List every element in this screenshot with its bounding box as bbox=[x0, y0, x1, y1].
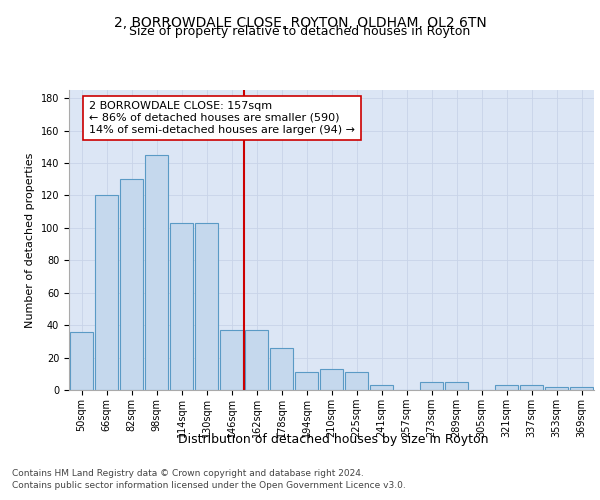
Bar bbox=[269, 348, 293, 390]
Bar bbox=[569, 387, 593, 390]
Text: 2 BORROWDALE CLOSE: 157sqm
← 86% of detached houses are smaller (590)
14% of sem: 2 BORROWDALE CLOSE: 157sqm ← 86% of deta… bbox=[89, 102, 355, 134]
Bar bbox=[295, 372, 319, 390]
Bar bbox=[95, 196, 118, 390]
Bar bbox=[145, 155, 169, 390]
Bar bbox=[545, 387, 568, 390]
Text: Contains public sector information licensed under the Open Government Licence v3: Contains public sector information licen… bbox=[12, 481, 406, 490]
Bar bbox=[245, 330, 268, 390]
Bar bbox=[119, 179, 143, 390]
Bar bbox=[344, 372, 368, 390]
Bar bbox=[419, 382, 443, 390]
Text: Size of property relative to detached houses in Royton: Size of property relative to detached ho… bbox=[130, 25, 470, 38]
Bar bbox=[445, 382, 469, 390]
Bar bbox=[494, 385, 518, 390]
Bar bbox=[170, 223, 193, 390]
Bar bbox=[520, 385, 544, 390]
Text: Distribution of detached houses by size in Royton: Distribution of detached houses by size … bbox=[178, 432, 488, 446]
Text: Contains HM Land Registry data © Crown copyright and database right 2024.: Contains HM Land Registry data © Crown c… bbox=[12, 468, 364, 477]
Bar bbox=[70, 332, 94, 390]
Y-axis label: Number of detached properties: Number of detached properties bbox=[25, 152, 35, 328]
Text: 2, BORROWDALE CLOSE, ROYTON, OLDHAM, OL2 6TN: 2, BORROWDALE CLOSE, ROYTON, OLDHAM, OL2… bbox=[113, 16, 487, 30]
Bar bbox=[220, 330, 244, 390]
Bar bbox=[194, 223, 218, 390]
Bar bbox=[370, 385, 394, 390]
Bar bbox=[320, 369, 343, 390]
